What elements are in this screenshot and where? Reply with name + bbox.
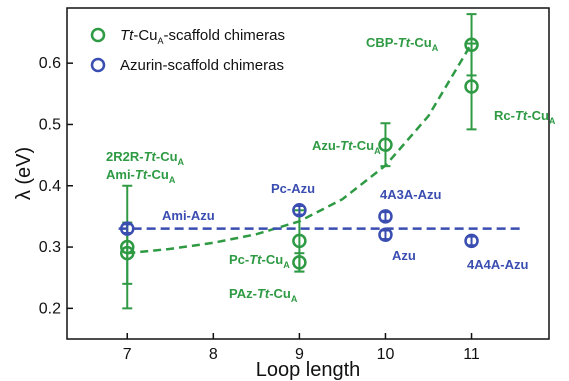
green-legend-label-part: -Cu — [133, 27, 157, 44]
y-tick-label: 0.4 — [39, 178, 61, 195]
blue-legend-label-part: Azurin-scaffold chimeras — [120, 57, 284, 74]
green-legend-marker — [90, 27, 106, 43]
blue-data-point — [292, 203, 307, 218]
green-point-label-part: Tt — [135, 167, 148, 182]
green-point-label-part: A — [178, 157, 185, 167]
green-legend-label: Tt-CuA-scaffold chimeras — [120, 27, 285, 46]
x-tick-label: 10 — [377, 346, 395, 363]
green-point-label-part: PAz- — [229, 286, 257, 301]
blue-point-label: Ami-Azu — [162, 208, 215, 223]
green-legend-label-part: -scaffold chimeras — [164, 27, 285, 44]
green-data-point — [464, 79, 479, 94]
green-point-label-part: A — [169, 175, 176, 185]
green-point-label: Pc-Tt-CuA — [229, 252, 290, 270]
green-data-point — [292, 255, 307, 270]
green-point-label-part: -Cu — [352, 138, 374, 153]
green-point-label-part: A — [549, 116, 556, 126]
x-tick-label: 9 — [295, 346, 304, 363]
green-point-label-part: -Cu — [527, 108, 549, 123]
green-point-label-part: Azu- — [312, 138, 340, 153]
blue-point-label-part: 4A3A-Azu — [380, 187, 441, 202]
blue-point-label-part: Ami-Azu — [162, 208, 215, 223]
x-tick-label: 8 — [209, 346, 218, 363]
green-point-label: Azu-Tt-CuA — [312, 138, 381, 156]
green-data-point — [464, 37, 479, 53]
point-labels: 2R2R-Tt-CuAAmi-Tt-CuAPc-Tt-CuAPAz-Tt-CuA… — [106, 35, 556, 304]
green-point-label-part: -Cu — [262, 252, 284, 267]
green-point-label: 2R2R-Tt-CuA — [106, 149, 185, 167]
green-point-label-part: -Cu — [147, 167, 169, 182]
green-point-label-part: Tt — [257, 286, 270, 301]
x-tick-label: 7 — [123, 346, 132, 363]
y-tick-label: 0.6 — [39, 55, 61, 72]
y-tick-label: 0.3 — [39, 239, 61, 256]
blue-data-point — [120, 221, 135, 236]
blue-legend-label: Azurin-scaffold chimeras — [120, 57, 284, 74]
blue-point-label-part: Pc-Azu — [271, 181, 315, 196]
blue-legend-marker — [90, 57, 106, 73]
legend: Tt-CuA-scaffold chimeras Azurin-scaffold … — [90, 27, 285, 74]
blue-data-point — [378, 227, 393, 243]
blue-point-label-part: 4A4A-Azu — [467, 257, 528, 272]
green-point-label-part: CBP- — [366, 35, 398, 50]
green-point-label-part: Rc- — [494, 108, 515, 123]
y-axis-title: λ (eV) — [13, 147, 35, 200]
green-legend-label-part: A — [158, 36, 164, 46]
green-point-label-part: A — [283, 260, 290, 270]
green-point-label: Rc-Tt-CuA — [494, 108, 556, 126]
green-point-label: CBP-Tt-CuA — [366, 35, 439, 53]
green-point-label-part: -Cu — [410, 35, 432, 50]
green-point-label: PAz-Tt-CuA — [229, 286, 298, 304]
green-data-point — [120, 245, 135, 261]
green-point-label-part: Tt — [144, 149, 157, 164]
green-point-label-part: Ami- — [106, 167, 135, 182]
green-point-label-part: 2R2R- — [106, 149, 144, 164]
green-point-label-part: Tt — [340, 138, 353, 153]
green-point-label-part: A — [432, 43, 439, 53]
blue-point-label: Pc-Azu — [271, 181, 315, 196]
green-point-label-part: Tt — [249, 252, 262, 267]
blue-point-label: 4A4A-Azu — [467, 257, 528, 272]
green-data-point — [378, 137, 393, 152]
green-point-label-part: Tt — [398, 35, 411, 50]
plot-frame — [66, 7, 550, 340]
green-point-label-part: Tt — [515, 108, 528, 123]
y-tick-label: 0.2 — [39, 300, 61, 317]
green-legend-label-part: Tt — [120, 27, 134, 44]
blue-point-label: Azu — [392, 248, 416, 263]
green-data-point — [292, 233, 307, 249]
green-data-point — [120, 239, 135, 255]
blue-point-label-part: Azu — [392, 248, 416, 263]
blue-data-point — [378, 209, 393, 224]
green-point-label-part: -Cu — [269, 286, 291, 301]
x-axis-title: Loop length — [256, 359, 361, 381]
green-point-label-part: A — [374, 146, 381, 156]
green-point-label-part: A — [291, 294, 298, 304]
green-point-label: Ami-Tt-CuA — [106, 167, 176, 185]
data-points — [120, 37, 479, 270]
axes: 7 8 9 10 11 0.2 0.3 0.4 0.5 0.6 Loop length λ (eV) — [13, 7, 550, 381]
green-point-label-part: Pc- — [229, 252, 249, 267]
blue-data-point — [464, 233, 479, 249]
x-tick-label: 11 — [463, 346, 480, 363]
y-tick-label: 0.5 — [39, 116, 61, 133]
blue-point-label: 4A3A-Azu — [380, 187, 441, 202]
green-point-label-part: -Cu — [156, 149, 178, 164]
